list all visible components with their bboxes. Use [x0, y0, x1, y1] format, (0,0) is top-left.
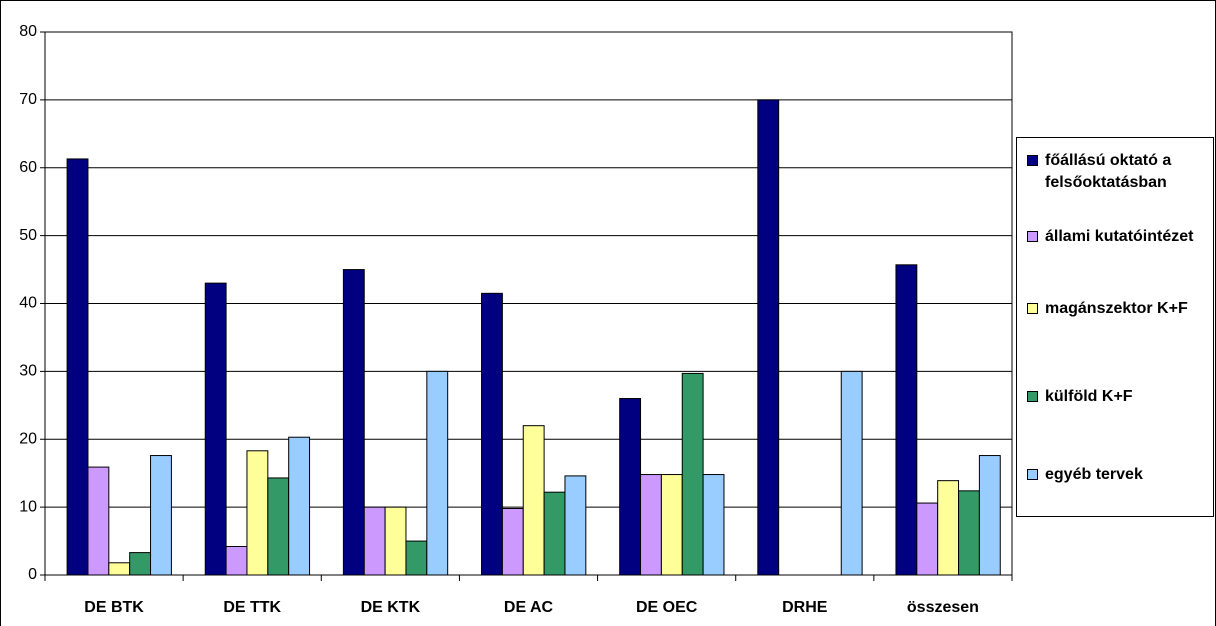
bar: [640, 474, 662, 576]
y-tick-label: 40: [19, 295, 37, 312]
legend-label: egyéb tervek: [1045, 466, 1143, 483]
bar: [363, 506, 386, 576]
legend-label: állami kutatóintézet: [1045, 228, 1194, 245]
legend-swatch: [1027, 469, 1038, 480]
legend-item: külföld K+F: [1027, 386, 1212, 408]
y-tick-label: 60: [19, 159, 37, 176]
y-tick-label: 20: [19, 430, 37, 447]
legend-swatch: [1027, 155, 1038, 166]
bar: [564, 475, 587, 576]
legend-label: magánszektor K+F: [1045, 300, 1188, 317]
bar: [501, 507, 524, 576]
bar: [66, 158, 89, 576]
y-tick-label: 0: [28, 566, 37, 583]
bar: [840, 370, 863, 576]
bar: [543, 491, 566, 576]
bar: [916, 502, 939, 576]
bar: [87, 466, 110, 576]
legend-swatch: [1027, 391, 1038, 402]
bar: [246, 450, 269, 576]
x-tick-label: DE KTK: [361, 599, 421, 616]
legend-item: állami kutatóintézet: [1027, 226, 1212, 248]
bar: [129, 552, 152, 576]
bar: [895, 264, 918, 576]
legend-swatch: [1027, 231, 1038, 242]
y-tick-label: 50: [19, 227, 37, 244]
bar: [937, 480, 960, 576]
bar: [757, 99, 780, 576]
y-tick-label: 30: [19, 363, 37, 380]
bar: [958, 490, 980, 576]
legend: főállású oktató a felsőoktatásban állami …: [1016, 137, 1214, 517]
bar: [267, 477, 290, 576]
bar: [204, 282, 227, 576]
bar: [150, 455, 172, 576]
legend-label: főállású oktató a felsőoktatásban: [1045, 152, 1172, 191]
bar: [405, 540, 428, 576]
x-tick-label: DE OEC: [636, 599, 698, 616]
bar: [702, 474, 725, 576]
x-tick-label: DRHE: [782, 599, 828, 616]
x-tick-label: összesen: [907, 599, 979, 616]
y-tick-label: 80: [19, 23, 37, 40]
bar: [660, 474, 683, 576]
bar: [225, 545, 248, 576]
x-tick-label: DE BTK: [84, 599, 144, 616]
y-tick-label: 70: [19, 91, 37, 108]
bar: [681, 372, 704, 576]
bar: [619, 398, 642, 576]
bar: [978, 455, 1001, 576]
bar: [108, 562, 131, 576]
bar: [481, 292, 503, 576]
legend-swatch: [1027, 303, 1038, 314]
legend-item: főállású oktató a felsőoktatásban: [1027, 150, 1212, 194]
bar: [288, 436, 311, 576]
legend-label: külföld K+F: [1045, 388, 1133, 405]
bar: [342, 269, 365, 576]
x-tick-label: DE TTK: [223, 599, 281, 616]
y-tick-label: 10: [19, 498, 37, 515]
legend-item: egyéb tervek: [1027, 464, 1212, 486]
x-tick-label: DE AC: [504, 599, 554, 616]
bar: [426, 370, 449, 576]
bar: [522, 425, 545, 576]
legend-item: magánszektor K+F: [1027, 298, 1212, 320]
bar: [384, 506, 407, 576]
